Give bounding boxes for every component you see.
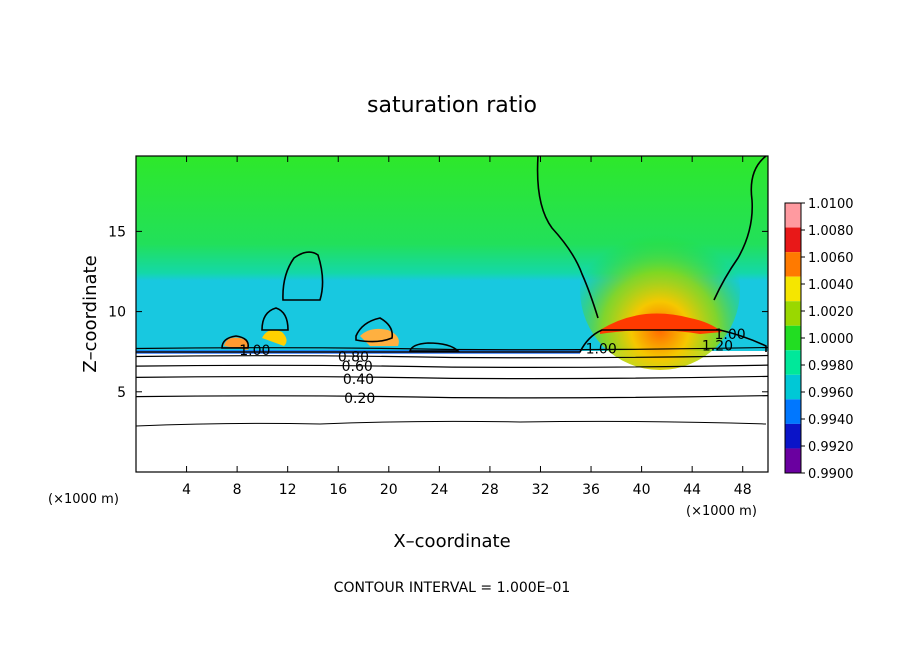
x-tick-label: 16 [329,482,347,498]
colorbar-segment [785,252,801,277]
colorbar-segment [785,448,801,473]
plot-area: 1.00 0.800.600.400.201.001.001.20 [135,155,769,473]
field-lower [136,351,768,472]
contour-label: 0.60 [342,359,373,375]
colorbar-segment [785,203,801,228]
contour-line [135,346,769,351]
x-axis: 4 8 12 16 20 24 28 32 36 40 44 48 [182,156,752,498]
contour-label: 1.00 [586,341,617,357]
plume-hot-band [600,313,722,334]
colorbar-label: 1.0040 [808,278,854,293]
cloud-patch-1 [224,337,249,350]
colorbar-label: 1.0060 [808,251,854,266]
contour-label: 1.00 [714,327,745,343]
y-tick-label: 5 [117,385,126,401]
contour-labels: 1.00 0.800.600.400.201.001.001.20 [239,327,745,407]
colorbar-segment [785,325,801,351]
x-tick-label: 44 [683,482,701,498]
plot-frame [135,155,769,473]
x-tick-label: 48 [734,482,752,498]
colorbar-label: 1.0000 [808,332,854,347]
contour-cell-c [221,335,250,349]
colorbar-segment [785,350,801,375]
contour-line [135,395,769,399]
colorbar-label: 0.9920 [808,440,854,455]
contour-label: 0.80 [338,350,369,366]
colorbar-label: 1.0100 [808,197,854,212]
contour-cell-e [408,342,460,352]
chart-title: saturation ratio [367,93,537,118]
colorbar-segment [785,374,801,400]
y-axis: 5 10 15 [108,224,768,401]
x-axis-unit-right: (×1000 m) [686,504,757,519]
colorbar-label: 0.9900 [808,467,854,482]
colorbar-label: 0.9940 [808,413,854,428]
contour-cell-d [355,317,394,343]
y-tick-label: 15 [108,224,126,240]
x-tick-label: 20 [380,482,398,498]
y-tick-label: 10 [108,305,126,321]
contour-cell-b [261,307,289,331]
x-tick-label: 24 [430,482,448,498]
contour-label: 1.00 [239,343,270,359]
contour-cell-a [282,251,324,301]
contour-line [135,375,769,380]
x-axis-label: X–coordinate [393,531,510,552]
contour-label: 1.20 [702,338,733,354]
colorbar: 1.0100 1.0080 1.0060 1.0040 1.0020 1.0000 0.99… [784,197,854,482]
colorbar-segment [785,227,801,253]
contour-plume-boundary [536,155,767,319]
x-tick-label: 12 [279,482,297,498]
colorbar-segment [785,276,801,302]
contour-label: 0.20 [344,391,375,407]
x-tick-label: 32 [532,482,550,498]
x-tick-label: 4 [182,482,191,498]
contour-levels [135,346,769,399]
contour-line [135,364,769,368]
colorbar-label: 1.0080 [808,224,854,239]
contour-label: 0.40 [343,372,374,388]
colorbar-label: 1.0020 [808,305,854,320]
colorbar-segment [785,423,801,449]
contour-lower-extra [135,420,767,427]
footer-contour-interval: CONTOUR INTERVAL = 1.000E–01 [334,580,571,596]
contour-line [135,354,769,359]
x-tick-label: 8 [233,482,242,498]
x-tick-label: 36 [582,482,600,498]
colorbar-label: 0.9960 [808,386,854,401]
colorbar-segment [785,399,801,424]
colorbar-segment [785,301,801,326]
cloud-patch-2 [262,330,287,346]
y-axis-label: Z–coordinate [80,255,101,372]
x-tick-label: 40 [633,482,651,498]
x-axis-unit-left: (×1000 m) [48,492,119,507]
contour-1-00-surface [136,329,767,353]
colorbar-label: 0.9980 [808,359,854,374]
x-tick-label: 28 [481,482,499,498]
